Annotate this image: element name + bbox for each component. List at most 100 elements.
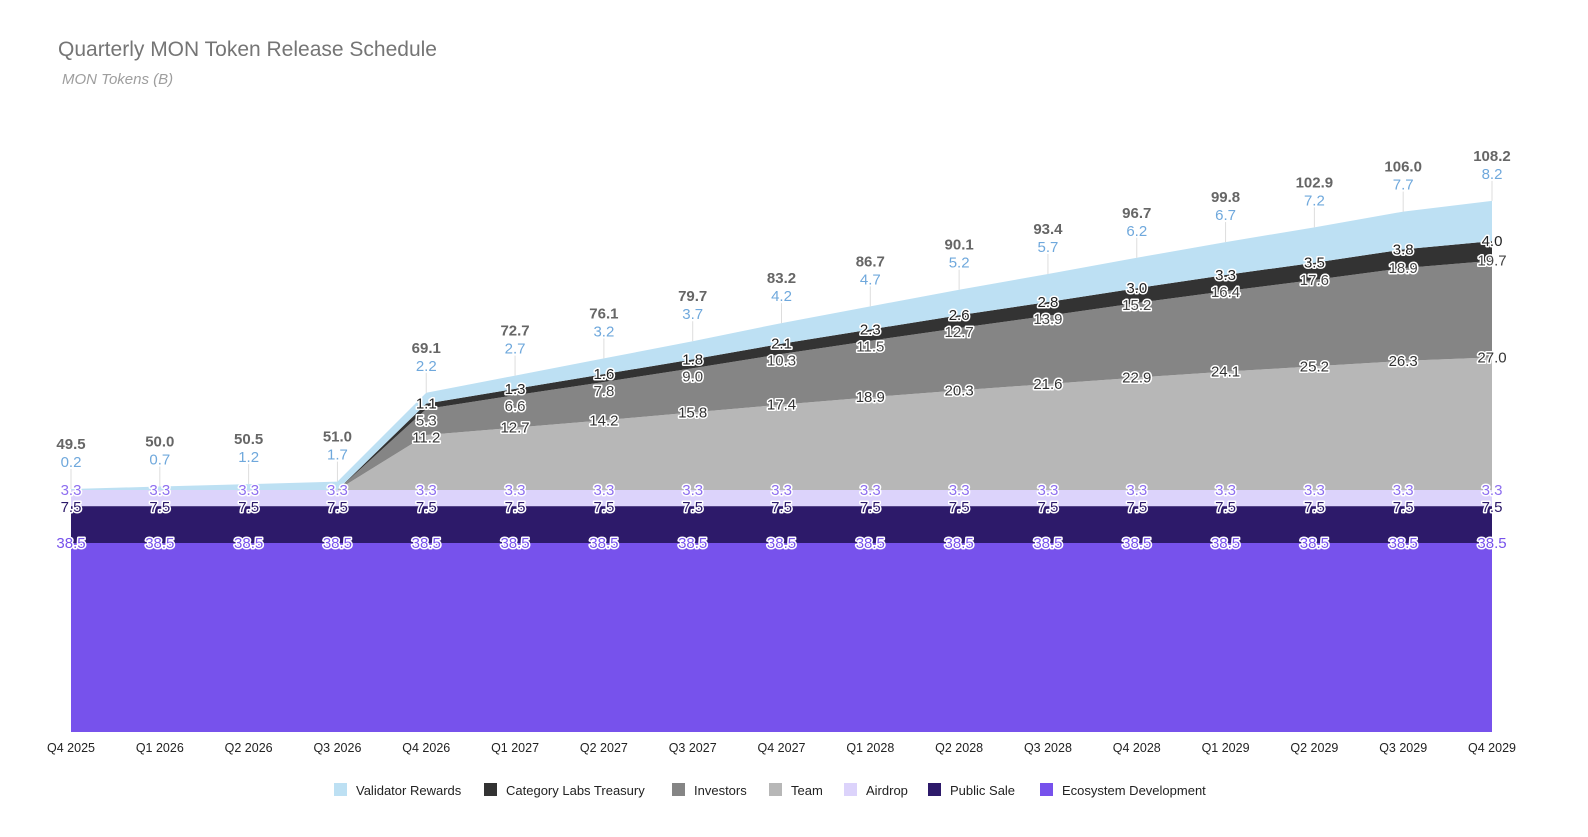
data-label: 2.3 [860,321,881,338]
data-label: 7.5 [505,499,526,516]
data-label-validator-rewards: 2.2 [416,358,437,375]
x-tick-label: Q3 2026 [313,741,361,755]
data-label-validator-rewards: 4.7 [860,271,881,288]
data-label: 3.3 [949,482,970,499]
data-label-validator-rewards: 5.7 [1038,239,1059,256]
data-label-total: 72.7 [500,323,529,340]
data-label: 7.5 [860,499,881,516]
data-label: 7.5 [238,499,259,516]
data-label: 15.8 [678,404,707,421]
x-tick-label: Q4 2029 [1468,741,1516,755]
data-label: 3.3 [1393,482,1414,499]
data-label-total: 96.7 [1122,205,1151,222]
data-label: 3.5 [1304,255,1325,272]
data-label: 3.3 [1304,482,1325,499]
data-label: 38.5 [945,535,974,552]
legend-item: Investors [672,783,747,798]
legend-swatch [1040,783,1053,796]
data-label: 19.7 [1477,253,1506,270]
data-label: 38.5 [234,535,263,552]
data-label: 38.5 [323,535,352,552]
legend-item: Airdrop [844,783,908,798]
data-label: 3.3 [505,482,526,499]
data-label: 7.5 [1304,499,1325,516]
x-tick-label: Q1 2029 [1202,741,1250,755]
data-label: 3.0 [1126,280,1147,297]
x-tick-label: Q2 2026 [225,741,273,755]
data-label: 12.7 [500,420,529,437]
data-label: 7.5 [771,499,792,516]
data-label-total: 83.2 [767,270,796,287]
legend-item: Category Labs Treasury [484,783,645,798]
data-label: 3.3 [1482,482,1503,499]
data-label-total: 50.5 [234,431,263,448]
x-tick-label: Q2 2029 [1290,741,1338,755]
x-tick-label: Q4 2026 [402,741,450,755]
legend-item: Public Sale [928,783,1015,798]
data-label: 17.4 [767,397,796,414]
data-label: 1.1 [416,396,437,413]
data-label: 38.5 [1477,535,1506,552]
legend-item: Validator Rewards [334,783,462,798]
data-label: 7.5 [149,499,170,516]
area-category-labs-treasury [71,241,1492,490]
data-label: 3.3 [238,482,259,499]
legend-label: Public Sale [950,783,1015,798]
legend-label: Investors [694,783,747,798]
legend-label: Category Labs Treasury [506,783,645,798]
data-label-validator-rewards: 5.2 [949,255,970,272]
legend-swatch [844,783,857,796]
data-label: 38.5 [678,535,707,552]
areas [71,200,1492,732]
data-label: 7.5 [61,499,82,516]
x-tick-label: Q1 2026 [136,741,184,755]
area-validator-rewards [71,200,1492,490]
data-label-validator-rewards: 2.7 [505,341,526,358]
data-label: 12.7 [945,324,974,341]
data-label: 1.3 [505,381,526,398]
x-tick-label: Q3 2028 [1024,741,1072,755]
legend-item: Ecosystem Development [1040,783,1206,798]
chart-subtitle: MON Tokens (B) [62,71,173,88]
data-label: 3.3 [1126,482,1147,499]
legend-label: Airdrop [866,783,908,798]
data-label: 38.5 [767,535,796,552]
x-tick-label: Q2 2027 [580,741,628,755]
x-tick-label: Q3 2027 [669,741,717,755]
data-label: 38.5 [56,535,85,552]
data-label: 25.2 [1300,358,1329,375]
data-label: 21.6 [1033,376,1062,393]
data-label: 7.5 [1482,499,1503,516]
data-label: 38.5 [1211,535,1240,552]
data-label: 38.5 [1389,535,1418,552]
data-label: 18.9 [856,389,885,406]
data-label-total: 69.1 [412,340,441,357]
data-label: 7.5 [327,499,348,516]
data-label-validator-rewards: 3.7 [682,306,703,323]
chart-title: Quarterly MON Token Release Schedule [58,38,437,61]
data-label-validator-rewards: 6.2 [1126,223,1147,240]
data-label: 4.0 [1482,233,1503,250]
data-label-validator-rewards: 3.2 [593,323,614,340]
data-label-total: 76.1 [589,305,618,322]
data-label: 9.0 [682,368,703,385]
data-label: 3.3 [1215,482,1236,499]
data-label-total: 49.5 [56,436,85,453]
data-label: 13.9 [1033,311,1062,328]
data-label: 38.5 [1033,535,1062,552]
data-label: 38.5 [1300,535,1329,552]
data-label-validator-rewards: 7.2 [1304,192,1325,209]
data-label: 26.3 [1389,353,1418,370]
data-label-validator-rewards: 1.2 [238,449,259,466]
data-label-total: 106.0 [1384,159,1422,176]
data-label: 15.2 [1122,297,1151,314]
area-public-sale [71,506,1492,543]
data-label: 3.3 [1038,482,1059,499]
data-label-total: 99.8 [1211,189,1240,206]
data-labels: 3.37.538.53.37.538.53.37.538.53.37.538.5… [55,148,1511,554]
data-label: 6.6 [505,398,526,415]
data-label: 7.5 [416,499,437,516]
data-label-total: 50.0 [145,434,174,451]
data-label: 17.6 [1300,272,1329,289]
